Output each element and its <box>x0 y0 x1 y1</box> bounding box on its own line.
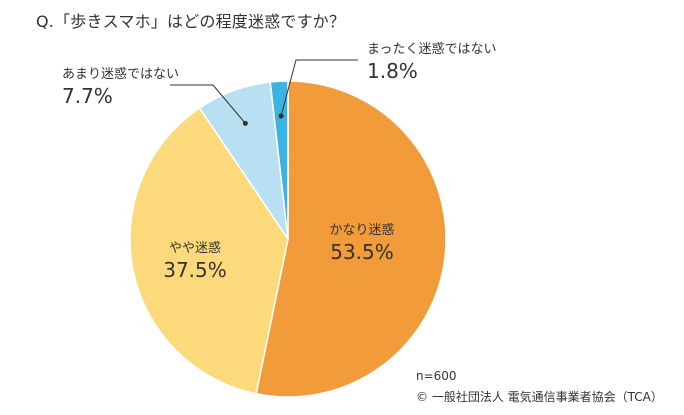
slice-value-label: 7.7% <box>62 84 113 108</box>
slice-label-mattaku: まったく迷惑ではない 1.8% <box>367 38 496 83</box>
slice-label-yaya: やや迷惑 37.5% <box>155 237 235 282</box>
slice-category-label: やや迷惑 <box>168 241 221 256</box>
sample-size-note: n=600 <box>416 369 457 383</box>
slice-mattaku <box>269 80 289 240</box>
slice-value-label: 1.8% <box>367 59 418 83</box>
leader-line-mattaku <box>280 59 358 117</box>
slice-label-amari: あまり迷惑ではない 7.7% <box>62 63 179 108</box>
slice-value-label: 37.5% <box>163 258 227 282</box>
slice-label-kanari: かなり迷惑 53.5% <box>322 219 402 264</box>
slice-kanari <box>255 80 447 398</box>
slice-category-label: まったく迷惑ではない <box>367 42 497 57</box>
slice-yaya <box>129 107 289 395</box>
slice-value-label: 53.5% <box>330 240 394 264</box>
leader-line-mattaku-dot <box>278 113 284 119</box>
slice-category-label: かなり迷惑 <box>329 223 395 238</box>
pie-slices <box>129 80 447 398</box>
chart-title: Q.「歩きスマホ」はどの程度迷惑ですか？ <box>36 12 346 31</box>
leader-line-amari <box>170 84 246 124</box>
slice-category-label: あまり迷惑ではない <box>62 67 180 82</box>
leader-lines <box>170 59 358 126</box>
leader-line-amari-dot <box>242 120 248 126</box>
source-note: © 一般社団法人 電気通信事業者協会（TCA） <box>416 390 663 404</box>
